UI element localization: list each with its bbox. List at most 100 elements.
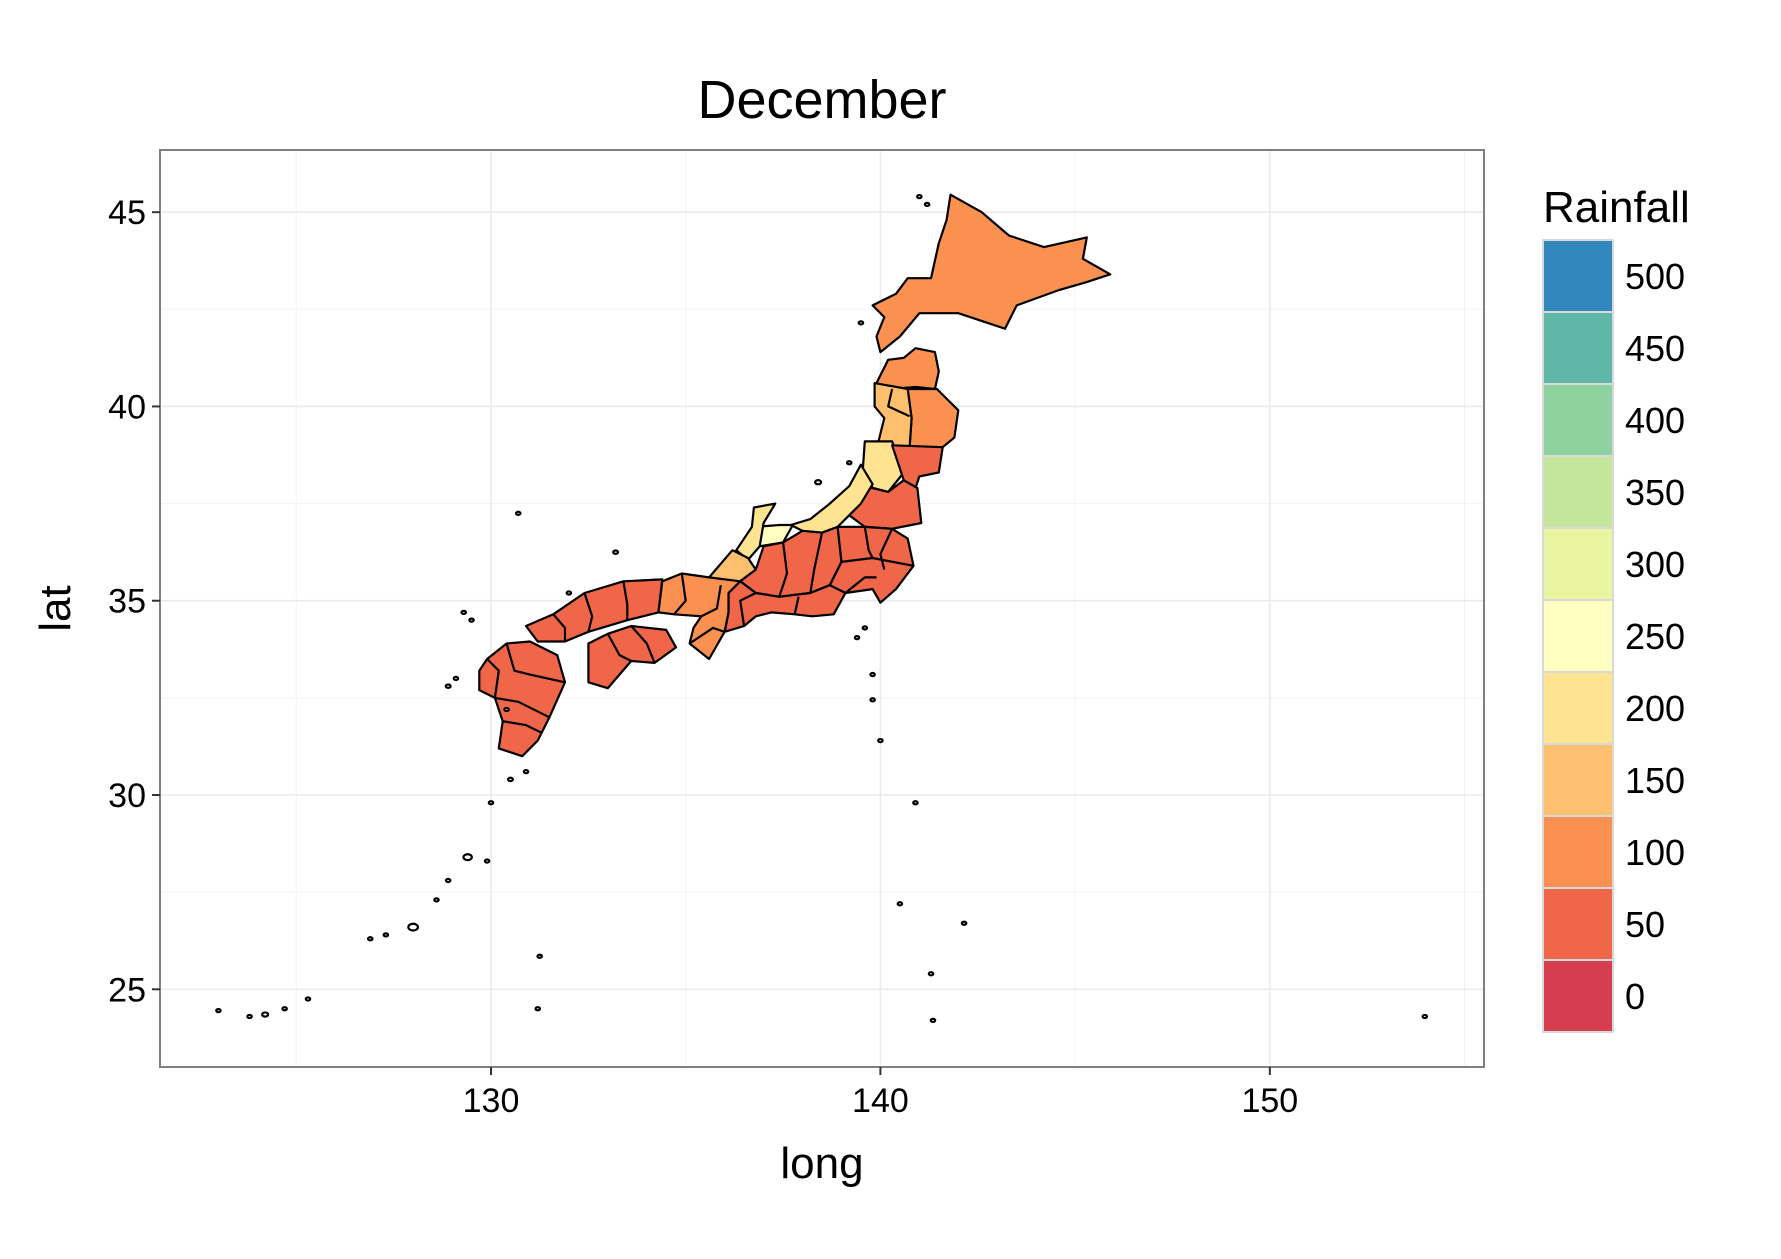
legend-key-500	[1542, 239, 1614, 313]
legend-key-350	[1542, 455, 1614, 529]
legend-label: 0	[1625, 976, 1645, 1017]
island-shape	[506, 776, 514, 783]
island-shape	[857, 320, 865, 326]
legend-key-150	[1542, 743, 1614, 817]
island-shape	[536, 953, 543, 959]
legend-title: Rainfall	[1543, 183, 1690, 232]
prefecture-border	[486, 658, 500, 699]
island-shape	[927, 971, 935, 977]
prefecture-borders	[486, 388, 914, 734]
island-shape	[382, 932, 390, 938]
plot-title: December	[697, 70, 946, 130]
legend-key-300	[1542, 527, 1614, 601]
region-hokkaido	[871, 193, 1112, 354]
island-shape	[452, 675, 460, 682]
prefecture-border	[552, 613, 567, 642]
region-aomori	[875, 347, 940, 391]
island-shape	[853, 635, 861, 641]
island-shape	[444, 683, 452, 689]
region-kyushu	[478, 640, 567, 758]
island-shape	[444, 877, 452, 884]
island-shape	[460, 609, 468, 616]
legend-label: 500	[1625, 256, 1685, 297]
y-tick-label: 35	[108, 583, 146, 621]
prefecture-border	[739, 592, 757, 627]
legend-key-50	[1542, 887, 1614, 961]
island-shape	[407, 922, 420, 932]
plot-panel-border	[159, 149, 1485, 1068]
prefecture-border	[502, 720, 543, 734]
island-shape	[912, 800, 919, 806]
island-shape	[916, 193, 923, 200]
prefecture-border	[700, 585, 722, 618]
small-islands	[215, 193, 1429, 1024]
island-shape	[565, 590, 573, 596]
prefecture-border	[494, 696, 550, 719]
region-miyagi	[890, 444, 944, 490]
island-shape	[462, 853, 473, 862]
island-shape	[534, 1006, 542, 1012]
legend-key-250	[1542, 599, 1614, 673]
legend-key-100	[1542, 815, 1614, 889]
legend-key-0	[1542, 959, 1614, 1033]
prefecture-border	[879, 528, 894, 570]
prefecture-border	[793, 596, 800, 615]
island-shape	[246, 1013, 253, 1020]
y-tick-label: 30	[108, 777, 146, 815]
map-regions	[478, 193, 1112, 758]
island-shape	[960, 920, 968, 926]
region-ishikawa	[735, 502, 777, 562]
island-shape	[522, 769, 530, 775]
island-shape	[503, 706, 510, 713]
island-shape	[261, 1011, 270, 1018]
legend-key-200	[1542, 671, 1614, 745]
x-tick-label: 150	[1241, 1082, 1298, 1120]
prefecture-border	[778, 542, 789, 598]
legend-label: 400	[1625, 400, 1685, 441]
island-shape	[433, 897, 440, 903]
island-shape	[281, 1006, 288, 1012]
island-shape	[814, 479, 823, 486]
island-shape	[869, 671, 876, 678]
island-shape	[929, 1017, 937, 1024]
prefecture-border	[887, 388, 911, 418]
prefecture-border	[505, 643, 566, 684]
x-tick-label: 140	[852, 1082, 909, 1120]
island-shape	[514, 510, 522, 516]
x-axis-title: long	[780, 1139, 863, 1188]
prefecture-border	[673, 573, 687, 616]
island-shape	[483, 858, 491, 864]
prefecture-border	[606, 633, 632, 662]
island-shape	[468, 617, 475, 623]
island-shape	[612, 549, 620, 555]
island-shape	[861, 625, 869, 631]
prefecture-border	[809, 532, 824, 594]
prefecture-border	[583, 592, 594, 633]
island-shape	[1421, 1013, 1429, 1020]
legend-label: 250	[1625, 616, 1685, 657]
legend-key-450	[1542, 311, 1614, 385]
legend-label: 450	[1625, 328, 1685, 369]
y-tick-label: 40	[108, 388, 146, 426]
prefecture-border	[688, 626, 725, 645]
region-shikoku	[587, 624, 678, 690]
island-shape	[877, 737, 884, 744]
prefecture-border	[844, 576, 877, 594]
island-shape	[845, 460, 853, 466]
legend-label: 200	[1625, 688, 1685, 729]
island-shape	[487, 800, 495, 806]
legend-label: 100	[1625, 832, 1685, 873]
region-iwate	[906, 387, 960, 449]
island-shape	[869, 697, 876, 703]
x-tick-label: 130	[463, 1082, 520, 1120]
island-shape	[896, 901, 904, 907]
axes: 130 140 150 25 30 35 40 45	[108, 194, 1298, 1120]
legend-label: 300	[1625, 544, 1685, 585]
region-kanto	[828, 525, 915, 604]
legend-key-400	[1542, 383, 1614, 457]
region-chugoku	[524, 578, 664, 643]
island-shape	[366, 936, 374, 942]
island-shape	[215, 1008, 222, 1014]
